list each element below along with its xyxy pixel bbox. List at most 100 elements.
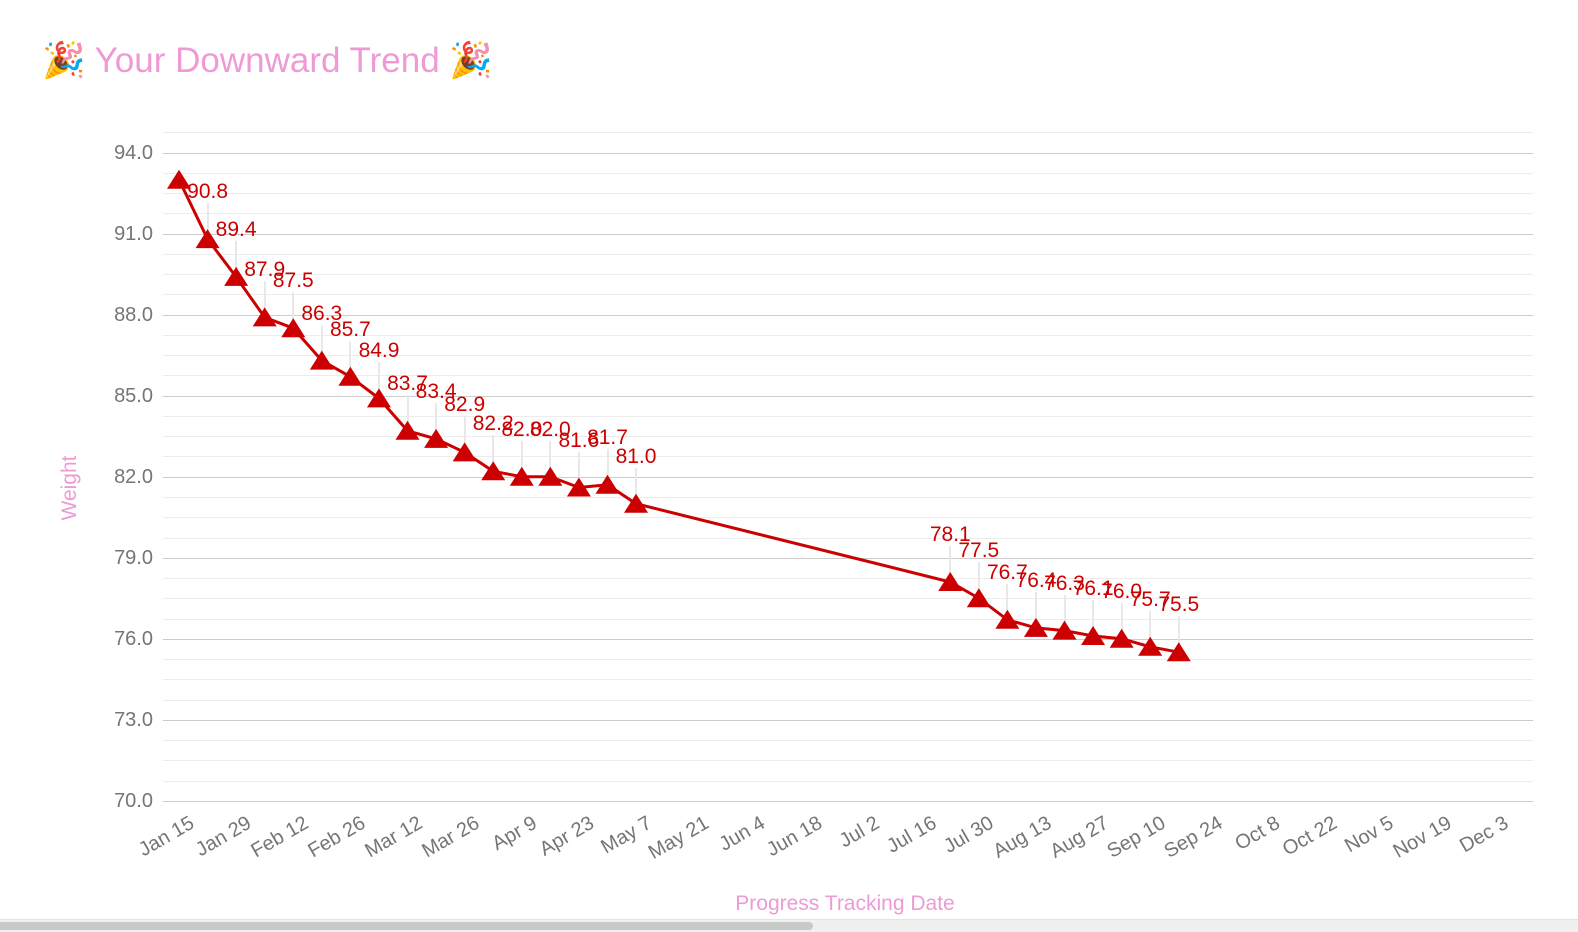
y-tick-label: 85.0 [114, 384, 153, 407]
major-gridline [163, 314, 1533, 316]
minor-gridline [163, 456, 1533, 458]
major-gridline [163, 395, 1533, 397]
data-point-marker[interactable] [452, 442, 477, 462]
data-point-label: 83.4 [415, 379, 457, 403]
label-leader-line [949, 546, 952, 574]
data-point-marker[interactable] [224, 266, 249, 286]
data-point-label: 77.5 [958, 539, 1000, 563]
label-leader-line [1006, 583, 1009, 612]
y-tick-label: 88.0 [114, 303, 153, 326]
data-point-label: 82.0 [529, 417, 571, 441]
data-point-marker[interactable] [1166, 642, 1191, 662]
data-point-marker[interactable] [538, 466, 563, 486]
data-point-label: 81.7 [587, 425, 628, 449]
data-point-marker[interactable] [966, 588, 991, 608]
scrollbar-thumb[interactable] [0, 922, 813, 930]
minor-gridline [163, 699, 1533, 701]
label-leader-line [349, 340, 352, 369]
data-point-marker[interactable] [309, 350, 334, 370]
data-point-label: 81.6 [558, 428, 600, 452]
data-point-marker[interactable] [167, 169, 191, 189]
data-point-marker[interactable] [366, 388, 391, 408]
data-point-label: 75.7 [1129, 587, 1171, 611]
data-point-marker[interactable] [252, 307, 277, 327]
data-point-label: 76.1 [1072, 577, 1114, 600]
label-leader-line [635, 467, 637, 496]
minor-gridline [163, 679, 1533, 681]
label-leader-line [263, 281, 266, 310]
data-point-label: 90.8 [187, 180, 229, 204]
minor-gridline [163, 740, 1533, 741]
label-leader-line [1177, 616, 1180, 645]
data-point-label: 89.4 [215, 217, 257, 241]
minor-gridline [163, 132, 1533, 134]
label-leader-line [406, 394, 409, 423]
minor-gridline [163, 334, 1533, 336]
minor-gridline [163, 780, 1533, 782]
data-point-label: 83.7 [387, 371, 428, 395]
data-point-marker[interactable] [1023, 617, 1048, 637]
minor-gridline [163, 537, 1533, 539]
major-gridline [163, 638, 1533, 640]
data-point-marker[interactable] [424, 428, 449, 448]
label-leader-line [1120, 602, 1123, 631]
chart-title: 🎉 Your Downward Trend 🎉 [42, 41, 493, 80]
minor-gridline [163, 274, 1533, 276]
label-leader-line [435, 402, 438, 431]
data-point-marker[interactable] [1138, 636, 1163, 656]
data-point-marker[interactable] [566, 477, 591, 497]
minor-gridline [163, 355, 1533, 357]
data-point-marker[interactable] [624, 493, 649, 513]
data-point-label: 75.5 [1158, 593, 1200, 617]
major-gridline [163, 152, 1533, 154]
label-leader-line [520, 440, 523, 469]
data-point-label: 85.7 [329, 317, 371, 341]
data-point-label: 87.9 [244, 258, 286, 282]
data-point-marker[interactable] [281, 318, 306, 338]
data-point-label: 78.1 [929, 523, 971, 546]
data-point-marker[interactable] [509, 466, 534, 486]
label-leader-line [492, 435, 495, 464]
data-point-marker[interactable] [1109, 628, 1134, 648]
label-leader-line [320, 324, 323, 353]
label-leader-line [292, 292, 295, 321]
data-point-marker[interactable] [195, 229, 220, 249]
data-point-marker[interactable] [995, 609, 1020, 629]
y-tick-label: 76.0 [114, 627, 153, 650]
data-point-marker[interactable] [338, 366, 363, 386]
y-tick-label: 91.0 [114, 222, 153, 245]
label-leader-line [577, 451, 580, 480]
major-gridline [163, 476, 1533, 478]
data-point-marker[interactable] [1052, 620, 1077, 640]
y-tick-label: 70.0 [114, 789, 153, 812]
label-leader-line [1063, 594, 1066, 623]
minor-gridline [163, 172, 1533, 174]
major-gridline [163, 719, 1533, 721]
minor-gridline [163, 253, 1533, 255]
label-leader-line [463, 416, 466, 445]
data-point-marker[interactable] [1081, 626, 1106, 645]
minor-gridline [163, 436, 1533, 438]
minor-gridline [163, 213, 1533, 215]
data-point-marker[interactable] [938, 572, 963, 591]
label-leader-line [606, 448, 609, 477]
minor-gridline [163, 618, 1533, 620]
x-axis-title: Progress Tracking Date [735, 892, 955, 915]
label-leader-line [235, 240, 238, 269]
major-gridline [163, 233, 1533, 235]
minor-gridline [163, 294, 1533, 296]
y-tick-label: 94.0 [114, 141, 153, 164]
minor-gridline [163, 659, 1533, 660]
data-point-marker[interactable] [395, 420, 420, 440]
data-point-marker[interactable] [481, 461, 506, 481]
major-gridline [163, 800, 1533, 802]
horizontal-scrollbar[interactable] [0, 919, 1578, 932]
minor-gridline [163, 598, 1533, 600]
y-tick-label: 82.0 [114, 465, 153, 488]
y-tick-label: 73.0 [114, 708, 153, 731]
data-point-label: 87.5 [272, 269, 314, 293]
minor-gridline [163, 578, 1533, 579]
data-point-marker[interactable] [595, 474, 620, 494]
